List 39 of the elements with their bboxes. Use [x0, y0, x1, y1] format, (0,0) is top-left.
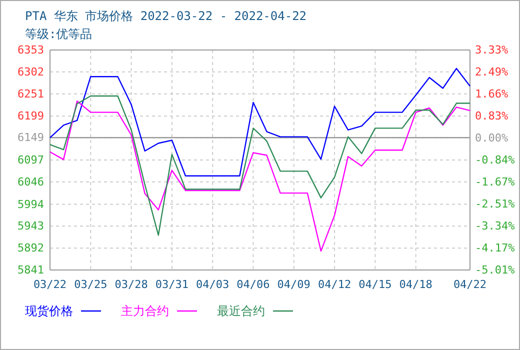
y-tick-label: 6353	[18, 44, 44, 57]
x-tick-label: 03/25	[74, 278, 108, 291]
y2-tick-label: 2.49%	[475, 66, 508, 79]
line-series	[49, 68, 471, 176]
chart-subtitle: 等级:优等品	[25, 27, 92, 41]
x-tick-label: 03/28	[114, 278, 148, 291]
y-tick-label: 5841	[18, 264, 44, 277]
chart-title: PTA 华东 市场价格 2022-03-22 - 2022-04-22	[25, 9, 307, 23]
x-tick-label: 04/06	[236, 278, 270, 291]
y2-tick-label: 0.83%	[475, 109, 508, 122]
y-tick-label: 6302	[18, 65, 44, 78]
x-tick-label: 04/09	[277, 278, 310, 291]
legend-label: 现货价格	[25, 304, 73, 318]
y2-tick-label: -2.51%	[475, 198, 516, 211]
y2-tick-label: -3.34%	[475, 219, 516, 232]
y2-tick-label: -0.84%	[475, 154, 516, 167]
y2-tick-label: -5.01%	[475, 264, 516, 277]
y-tick-label: 5892	[18, 242, 44, 255]
y-tick-label: 6046	[18, 175, 44, 188]
x-tick-label: 03/22	[33, 278, 67, 291]
legend-label: 主力合约	[121, 304, 169, 318]
x-tick-label: 03/31	[155, 278, 188, 291]
y-tick-label: 5943	[18, 220, 44, 233]
y2-tick-label: 3.33%	[475, 44, 508, 57]
x-tick-label: 04/12	[318, 278, 352, 291]
y-tick-label: 6149	[18, 131, 44, 144]
legend-label: 最近合约	[217, 304, 265, 318]
y-tick-label: 6199	[18, 110, 44, 123]
x-tick-label: 04/15	[358, 278, 392, 291]
y2-tick-label: 1.66%	[475, 88, 508, 101]
y-tick-label: 6097	[18, 154, 44, 167]
y2-tick-label: -1.67%	[475, 175, 516, 188]
y-tick-label: 5994	[18, 198, 44, 211]
y2-tick-label: -4.17%	[475, 241, 516, 254]
x-tick-label: 04/18	[399, 278, 432, 291]
x-tick-label: 04/22	[453, 278, 487, 291]
y-tick-label: 6251	[18, 87, 44, 100]
x-tick-label: 04/03	[196, 278, 230, 291]
y2-tick-label: 0.00%	[475, 131, 508, 144]
